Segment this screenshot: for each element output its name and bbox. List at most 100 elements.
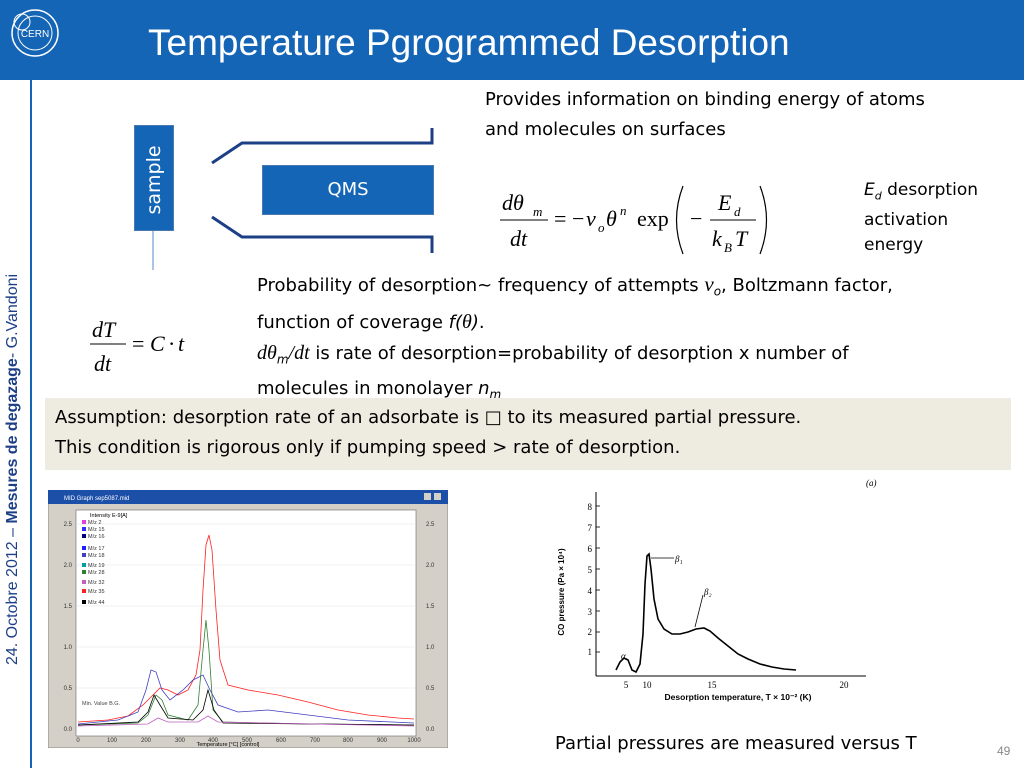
svg-text:1.0: 1.0: [64, 645, 73, 651]
svg-text:600: 600: [276, 738, 287, 744]
svg-text:C: C: [150, 331, 165, 356]
svg-text:2.5: 2.5: [426, 522, 435, 528]
svg-text:d: d: [734, 204, 741, 219]
ed-note-line-2: activation: [864, 210, 949, 231]
tpd-apparatus-diagram: [152, 128, 434, 270]
mid-grid: [76, 523, 416, 689]
sidebar-footer: 24. Octobre 2012 – Mesures de degazage- …: [4, 65, 22, 665]
sample-label: sample: [143, 145, 165, 215]
body-line-4: molecules in monolayer nm: [257, 378, 502, 402]
intro-line-2: and molecules on surfaces: [485, 119, 726, 140]
sidebar-sep: -: [4, 348, 21, 359]
ed-note-line-1: Ed desorption: [864, 180, 978, 203]
svg-text:900: 900: [377, 738, 388, 744]
mid-curves: [77, 534, 415, 727]
svg-text:M/z 17: M/z 17: [88, 546, 105, 552]
svg-text:M/z 2: M/z 2: [88, 520, 101, 526]
beta2-peak-label: β₂: [703, 587, 712, 597]
curve-mz-2: [77, 688, 415, 726]
co-x-label: Desorption temperature, T × 10⁻² (K): [665, 692, 812, 702]
svg-text:dθ: dθ: [502, 190, 524, 215]
mid-x-label: Temperature [°C] [control]: [197, 742, 260, 748]
qms-block: QMS: [262, 165, 434, 215]
svg-text:15: 15: [708, 680, 718, 690]
co-pressure-chart: (a) 1 2 3 4 5 6 7 8 5 10 15 20 Desorptio…: [557, 478, 877, 702]
svg-text:M/z 16: M/z 16: [88, 534, 105, 540]
svg-text:M/z 44: M/z 44: [88, 600, 105, 606]
svg-text:k: k: [712, 226, 723, 251]
svg-text:M/z 18: M/z 18: [88, 553, 105, 559]
svg-text:=: =: [132, 331, 144, 356]
svg-text:θ: θ: [606, 206, 617, 231]
svg-text:2.0: 2.0: [64, 563, 73, 569]
co-tpd-curve: [615, 552, 797, 674]
svg-text:1.0: 1.0: [426, 645, 435, 651]
mid-legend-markers: [82, 520, 86, 604]
curve-mz-28: [77, 534, 415, 723]
chart-caption: Partial pressures are measured versus T: [555, 733, 917, 754]
mid-intensity-label: Intensity E-9[A]: [90, 513, 128, 519]
svg-text:exp: exp: [637, 206, 669, 231]
co-y-label: CO pressure (Pa × 10⁴): [557, 548, 566, 636]
svg-text:m: m: [533, 204, 542, 219]
body-line-1: Probability of desorption~ frequency of …: [257, 272, 893, 299]
svg-text:400: 400: [208, 738, 219, 744]
page-number: 49: [997, 744, 1011, 758]
mid-y-ticks-right: 2.5 2.0 1.5 1.0 0.5 0.0: [426, 522, 435, 733]
svg-text:5: 5: [624, 680, 629, 690]
svg-text:o: o: [598, 220, 605, 235]
svg-text:20: 20: [840, 680, 850, 690]
mid-y-ticks-left: 2.5 2.0 1.5 1.0 0.5 0.0: [64, 522, 73, 733]
co-y-tick-marks: [596, 505, 600, 653]
svg-text:0: 0: [76, 738, 80, 744]
body-line-2: function of coverage f(θ).: [257, 310, 485, 333]
svg-text:1.5: 1.5: [64, 604, 73, 610]
co-x-ticks: 5 10 15 20: [624, 680, 849, 690]
svg-text:1.5: 1.5: [426, 604, 435, 610]
svg-text:−: −: [572, 206, 584, 231]
curve-mz-18: [77, 669, 415, 725]
assumption-line-1: Assumption: desorption rate of an adsorb…: [55, 407, 802, 428]
svg-text:M/z 32: M/z 32: [88, 580, 105, 586]
intro-text: Provides information on binding energy o…: [485, 85, 925, 145]
svg-text:M/z 35: M/z 35: [88, 589, 105, 595]
co-y-ticks: 1 2 3 4 5 6 7 8: [588, 502, 593, 657]
ed-note-line-3: energy: [864, 235, 924, 256]
mid-window-title: MID Graph sep5087.mid: [64, 496, 129, 502]
sidebar-author: G.Vandoni: [4, 273, 21, 349]
svg-text:700: 700: [310, 738, 321, 744]
svg-text:0.5: 0.5: [426, 686, 435, 692]
svg-text:1000: 1000: [407, 738, 421, 744]
svg-text:dT: dT: [92, 317, 117, 342]
svg-text:T: T: [735, 226, 749, 251]
svg-text:ν: ν: [586, 206, 596, 231]
svg-text:·: ·: [168, 331, 175, 356]
assumption-line-2: This condition is rigorous only if pumpi…: [55, 437, 681, 458]
mid-x-ticks: 0 100 200 300 400 500 600 700 800 900 10…: [76, 738, 421, 744]
svg-text:0.5: 0.5: [64, 686, 73, 692]
svg-text:8: 8: [588, 502, 593, 512]
svg-text:CERN: CERN: [21, 29, 49, 40]
desorption-rate-equation: dθ m dt = − ν o θ n exp − E d k B T: [500, 185, 768, 255]
svg-text:100: 100: [107, 738, 118, 744]
body-paragraph: Probability of desorption~ frequency of …: [257, 269, 1017, 410]
svg-text:2.5: 2.5: [64, 522, 73, 528]
sidebar-course: Mesures de degazage: [4, 358, 21, 524]
sample-block: [134, 125, 174, 231]
svg-text:dt: dt: [510, 226, 528, 251]
svg-text:200: 200: [141, 738, 152, 744]
svg-text:7: 7: [588, 523, 593, 533]
ed-note: Ed desorption activation energy: [864, 178, 978, 258]
svg-text:0.0: 0.0: [426, 727, 435, 733]
svg-text:2.0: 2.0: [426, 563, 435, 569]
sidebar-date: 24. Octobre 2012 –: [4, 523, 21, 665]
svg-text:500: 500: [242, 738, 253, 744]
mid-min-value: Min. Value B.G.: [82, 701, 121, 707]
slide-title: Temperature Pgrogrammed Desorption: [148, 22, 790, 63]
svg-text:=: =: [554, 206, 566, 231]
sidebar-divider: [30, 80, 32, 768]
svg-text:0.0: 0.0: [64, 727, 73, 733]
assumption-box: Assumption: desorption rate of an adsorb…: [45, 398, 1011, 470]
svg-text:M/z 19: M/z 19: [88, 563, 105, 569]
svg-text:4: 4: [588, 586, 593, 596]
